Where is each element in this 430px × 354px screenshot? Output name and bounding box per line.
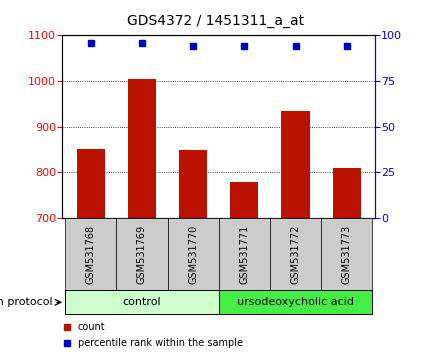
Bar — [128, 79, 156, 218]
Text: count: count — [77, 322, 105, 332]
Bar — [178, 150, 207, 218]
Text: percentile rank within the sample: percentile rank within the sample — [77, 338, 242, 348]
Text: GSM531770: GSM531770 — [187, 224, 198, 284]
Bar — [332, 169, 360, 218]
Text: control: control — [122, 297, 161, 307]
Text: GSM531769: GSM531769 — [137, 224, 147, 284]
Text: GSM531771: GSM531771 — [239, 224, 249, 284]
Text: GSM531768: GSM531768 — [86, 224, 95, 284]
Text: growth protocol: growth protocol — [0, 297, 52, 307]
Text: GSM531772: GSM531772 — [290, 224, 300, 284]
Text: ursodeoxycholic acid: ursodeoxycholic acid — [237, 297, 353, 307]
Text: GDS4372 / 1451311_a_at: GDS4372 / 1451311_a_at — [127, 14, 303, 28]
Bar — [230, 182, 258, 218]
Bar — [281, 110, 309, 218]
Text: GSM531773: GSM531773 — [341, 224, 351, 284]
Bar — [77, 149, 104, 218]
